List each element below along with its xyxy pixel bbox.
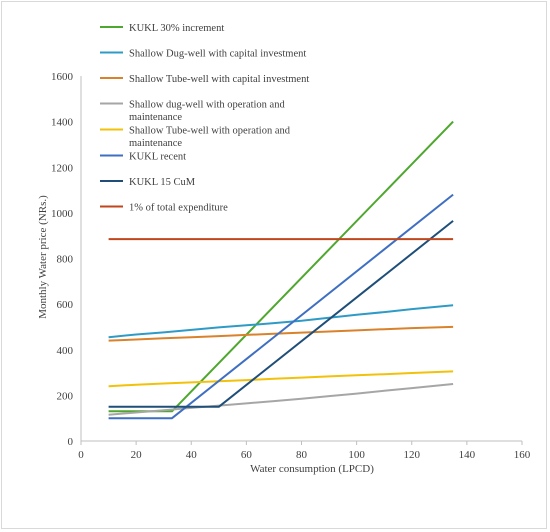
x-tick-label: 80 — [296, 449, 308, 461]
series-line-3 — [108, 325, 454, 342]
series-lines — [108, 120, 454, 420]
y-axis-label: Monthly Water price (NRs.) — [37, 195, 49, 319]
y-tick-label: 600 — [57, 299, 74, 311]
legend-item: KUKL recent — [100, 152, 186, 163]
x-tick-label: 100 — [348, 449, 365, 461]
legend-label: Shallow dug-well with operation and maint… — [129, 100, 285, 124]
x-tick-label: 40 — [186, 449, 198, 461]
y-tick-label: 0 — [68, 436, 74, 448]
y-tick-label: 1000 — [51, 208, 74, 220]
series-line-1 — [108, 120, 454, 413]
legend-item: 1% of total expenditure — [100, 203, 228, 214]
series-line-5 — [108, 370, 454, 388]
x-axis-label: Water consumption (LPCD) — [250, 463, 374, 475]
y-tick-label: 1200 — [51, 162, 74, 174]
y-tick-label: 1600 — [51, 71, 74, 83]
x-tick-label: 120 — [404, 449, 421, 461]
y-tick-label: 400 — [57, 345, 74, 357]
y-tick-label: 1400 — [51, 117, 74, 129]
series-line-7 — [108, 220, 454, 408]
series-line-4 — [108, 383, 454, 416]
legend-label: KUKL 30% increment — [129, 23, 224, 34]
legend-item: KUKL 15 CuM — [100, 177, 196, 188]
legend-label: KUKL 15 CuM — [129, 177, 196, 188]
legend: KUKL 30% increment Shallow Dug-well with … — [100, 23, 309, 214]
axes: 0 200 400 600 800 1000 1200 1400 1600 0 20 40 60 80 10… — [51, 71, 531, 461]
y-tick-label: 800 — [57, 254, 74, 266]
x-tick-label: 160 — [514, 449, 531, 461]
legend-label: KUKL recent — [129, 152, 186, 163]
legend-label: Shallow Tube-well with operation and main… — [129, 126, 291, 150]
legend-label: Shallow Dug-well with capital investment — [129, 49, 306, 60]
legend-item: KUKL 30% increment — [100, 23, 224, 34]
x-tick-label: 60 — [241, 449, 253, 461]
legend-label: 1% of total expenditure — [129, 203, 228, 214]
legend-item: Shallow dug-well with operation and maint… — [100, 100, 285, 124]
series-line-2 — [108, 304, 454, 339]
x-tick-label: 140 — [459, 449, 476, 461]
x-tick-label: 20 — [131, 449, 143, 461]
legend-item: Shallow Dug-well with capital investment — [100, 49, 306, 60]
legend-item: Shallow Tube-well with operation and main… — [100, 126, 291, 150]
y-tick-label: 200 — [57, 390, 74, 402]
x-tick-label: 0 — [78, 449, 84, 461]
legend-item: Shallow Tube-well with capital investmen… — [100, 74, 309, 85]
series-line-6 — [108, 193, 454, 420]
legend-label: Shallow Tube-well with capital investmen… — [129, 74, 309, 85]
